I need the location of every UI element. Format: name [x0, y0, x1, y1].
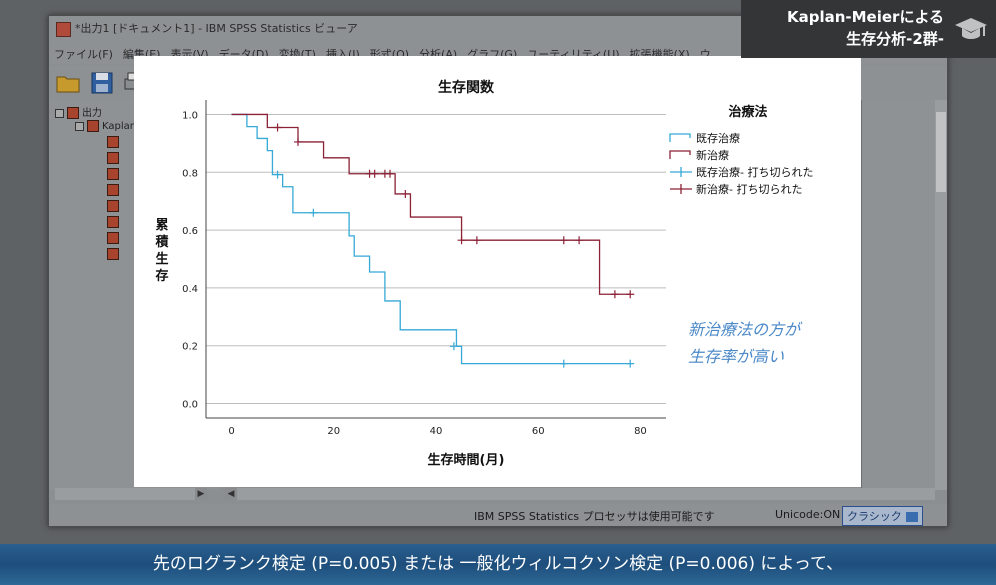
censor-mark-0 [309, 208, 318, 217]
y-tick-label: 0.0 [182, 400, 198, 411]
series-line-1 [231, 113, 631, 295]
annotation-text: 新治療法の方が 生存率が高い [688, 316, 800, 370]
censor-mark-0 [449, 342, 458, 351]
table-icon [107, 200, 119, 212]
content-horizontal-scrollbar[interactable]: ◀ [225, 488, 935, 500]
survival-chart: 生存関数 0.0 0.2 0.4 0.6 0.8 1.0 0 20 40 60 80 生存時間(月) 累積… [154, 79, 813, 468]
legend-label-2: 既存治療- 打ち切られた [696, 165, 813, 179]
y-tick-label: 1.0 [182, 110, 198, 121]
legend-title: 治療法 [728, 104, 767, 120]
tree-horizontal-scrollbar[interactable]: ▶ [55, 488, 207, 500]
x-axis-label: 生存時間(月) [428, 452, 505, 468]
spss-app-icon [56, 22, 71, 37]
x-tick-label: 80 [634, 426, 647, 437]
badge-line-2: 生存分析-2群- [846, 30, 944, 48]
censor-mark-1 [294, 137, 302, 146]
collapse-toggle-icon[interactable] [55, 108, 64, 118]
scroll-left-arrow-icon[interactable]: ◀ [225, 488, 237, 500]
censor-mark-1 [457, 236, 466, 245]
scroll-right-arrow-icon[interactable]: ▶ [195, 488, 207, 500]
censor-mark-0 [559, 359, 568, 368]
series-line-0 [231, 113, 631, 365]
notes-icon [107, 168, 119, 180]
collapse-toggle-icon[interactable] [75, 121, 84, 131]
y-tick-label: 0.2 [182, 342, 198, 353]
table-icon [107, 216, 119, 228]
subtitle-text: 先のログランク検定 (P=0.005) または 一般化ウィルコクソン検定 (P=… [152, 554, 844, 574]
chart-icon [107, 248, 119, 260]
x-tick-label: 0 [228, 426, 234, 437]
save-icon[interactable] [89, 70, 115, 96]
menu-item-0[interactable]: ファイル(F) [54, 48, 113, 61]
censor-mark-1 [626, 290, 635, 299]
tree-node-output[interactable]: 出力 [55, 104, 102, 119]
legend-swatch-2 [670, 167, 692, 177]
output-content-pane [861, 100, 946, 490]
processor-status: IBM SPSS Statistics プロセッサは使用可能です [474, 510, 715, 523]
chart-title: 生存関数 [438, 79, 495, 96]
censor-mark-1 [273, 123, 282, 132]
censor-mark-0 [626, 359, 635, 368]
survival-chart-panel: 生存関数 0.0 0.2 0.4 0.6 0.8 1.0 0 20 40 60 80 生存時間(月) 累積… [134, 56, 861, 487]
unicode-status: Unicode:ON [775, 508, 841, 521]
legend-label-3: 新治療- 打ち切られた [696, 182, 802, 196]
output-icon [67, 107, 79, 119]
x-tick-label: 20 [327, 426, 340, 437]
censor-mark-1 [370, 169, 379, 178]
x-tick-label: 40 [430, 426, 443, 437]
x-tick-label: 60 [532, 426, 545, 437]
legend-label-0: 既存治療 [696, 131, 740, 145]
mode-icon [905, 512, 918, 522]
window-title: *出力1 [ドキュメント1] - IBM SPSS Statistics ビュー… [75, 22, 358, 35]
y-tick-label: 0.8 [182, 168, 198, 179]
tree-leaf-3[interactable] [107, 168, 122, 180]
tree-leaf-8[interactable] [107, 248, 122, 260]
annotation-line-2: 生存率が高い [688, 347, 785, 366]
tree-leaf-2[interactable] [107, 152, 122, 164]
censor-mark-1 [575, 236, 584, 245]
legend-swatch-3 [670, 184, 692, 194]
open-folder-icon[interactable] [55, 70, 81, 96]
classic-mode-button[interactable]: クラシック [842, 506, 923, 526]
graduation-cap-icon [955, 18, 987, 39]
procedure-icon [87, 120, 99, 132]
tree-leaf-6[interactable] [107, 216, 122, 228]
legend-swatch-0 [669, 133, 691, 142]
censor-mark-1 [472, 236, 481, 245]
annotation-line-1: 新治療法の方が [688, 320, 801, 339]
table-icon [107, 232, 119, 244]
tree-leaf-5[interactable] [107, 200, 122, 212]
censor-mark-0 [273, 170, 282, 179]
vertical-scrollbar[interactable] [935, 100, 947, 490]
tree-leaf-1[interactable] [107, 136, 122, 148]
table-icon [107, 184, 119, 196]
tree-leaf-7[interactable] [107, 232, 122, 244]
legend-label-1: 新治療 [696, 148, 729, 162]
y-tick-label: 0.6 [182, 226, 198, 237]
lesson-badge: Kaplan-Meierによる 生存分析-2群- [741, 0, 996, 58]
status-bar: IBM SPSS Statistics プロセッサは使用可能です Unicode… [49, 504, 947, 526]
censor-mark-1 [401, 189, 410, 198]
log-icon [107, 136, 119, 148]
censor-mark-1 [610, 290, 619, 299]
subtitle-bar: 先のログランク検定 (P=0.005) または 一般化ウィルコクソン検定 (P=… [0, 544, 996, 585]
title-icon [107, 152, 119, 164]
tree-node-kaplan[interactable]: Kaplan [75, 120, 136, 132]
y-tick-label: 0.4 [182, 284, 198, 295]
y-axis-label: 累積生存 [154, 217, 169, 284]
menu-item-11[interactable]: ウ [699, 48, 711, 61]
vertical-scroll-thumb[interactable] [936, 112, 946, 192]
tree-leaf-4[interactable] [107, 184, 122, 196]
censor-mark-1 [386, 169, 394, 178]
censor-mark-1 [559, 236, 568, 245]
legend-swatch-1 [669, 150, 691, 159]
badge-line-1: Kaplan-Meierによる [786, 8, 944, 26]
